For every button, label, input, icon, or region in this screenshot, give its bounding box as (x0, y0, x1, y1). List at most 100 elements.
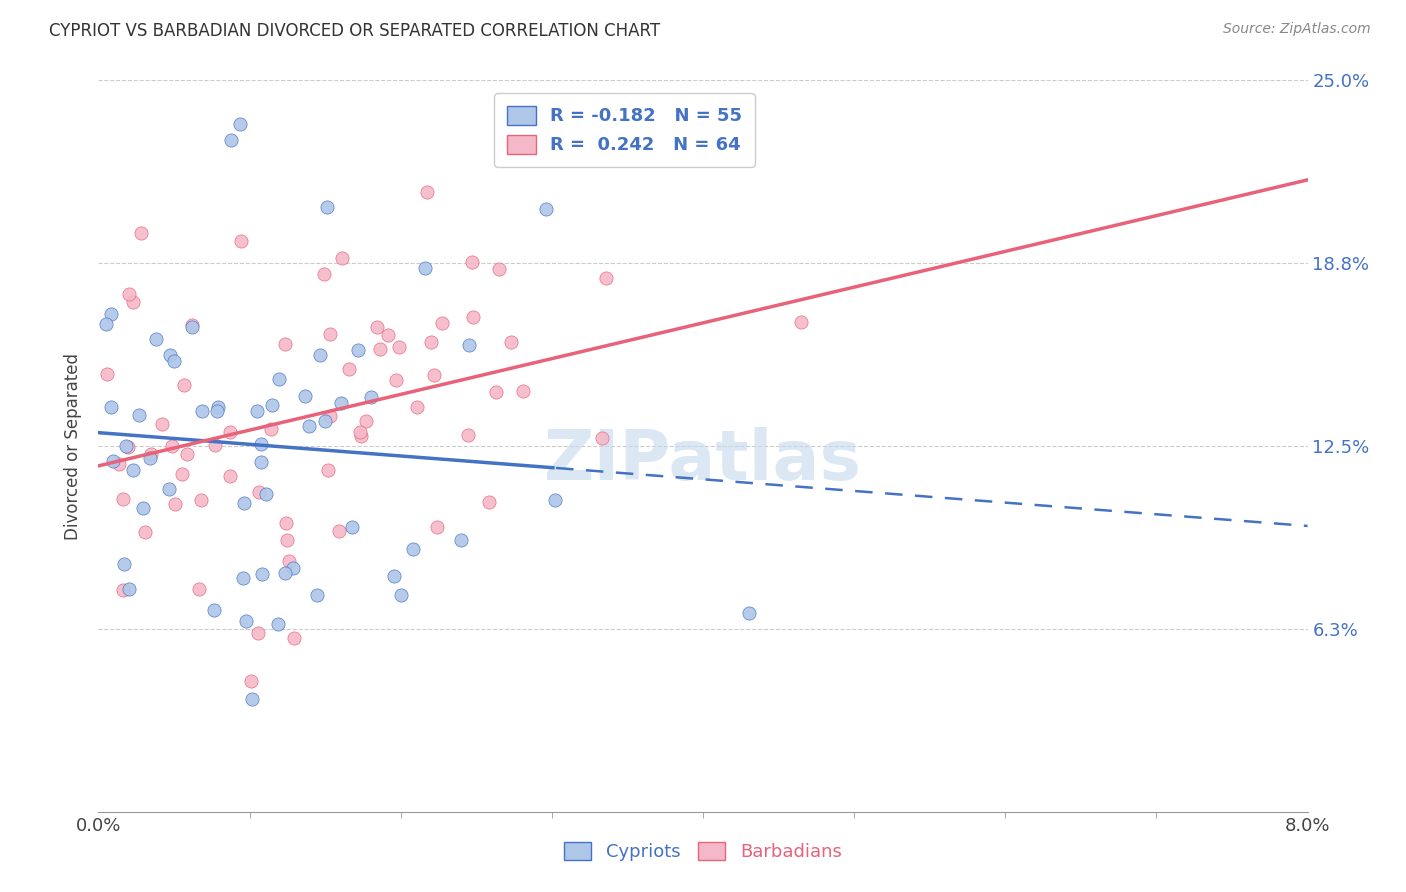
Point (366, 319, 388, 334)
Point (450, 533, 472, 547)
Point (163, 353, 186, 368)
Point (349, 425, 371, 440)
Point (180, 318, 202, 332)
Point (118, 287, 141, 301)
Point (117, 440, 139, 454)
Point (129, 226, 152, 240)
Legend: Cypriots, Barbadians: Cypriots, Barbadians (557, 835, 849, 869)
Point (139, 446, 162, 460)
Point (463, 310, 485, 324)
Point (382, 569, 405, 583)
Point (94, 318, 117, 332)
Point (232, 496, 254, 510)
Point (273, 566, 295, 580)
Point (543, 492, 565, 507)
Point (385, 373, 408, 387)
Point (274, 516, 297, 530)
Point (260, 422, 283, 436)
Point (340, 519, 363, 533)
Point (457, 427, 479, 442)
Point (204, 438, 226, 452)
Point (307, 588, 329, 602)
Point (150, 417, 173, 431)
Point (229, 117, 252, 131)
Point (416, 185, 439, 199)
Point (219, 468, 242, 483)
Point (190, 493, 212, 508)
Point (319, 409, 342, 423)
Point (205, 404, 228, 418)
Point (250, 455, 273, 469)
Point (118, 582, 141, 596)
Point (512, 384, 534, 399)
Point (309, 348, 332, 362)
Point (159, 348, 181, 362)
Point (163, 497, 186, 511)
Point (389, 588, 412, 602)
Point (131, 500, 153, 515)
Point (415, 260, 437, 275)
Point (176, 447, 198, 461)
Point (461, 254, 484, 268)
Point (101, 453, 124, 467)
Point (329, 396, 352, 410)
Point (160, 439, 183, 453)
Point (350, 429, 373, 443)
Point (245, 404, 267, 418)
Point (499, 334, 522, 349)
Point (312, 267, 335, 281)
Point (247, 485, 270, 500)
Point (298, 419, 321, 434)
Point (406, 401, 429, 415)
Point (316, 200, 339, 214)
Point (360, 390, 382, 404)
Point (202, 603, 225, 617)
Point (180, 319, 202, 334)
Point (235, 614, 257, 628)
Point (488, 262, 510, 277)
Point (277, 554, 299, 568)
Point (229, 234, 252, 248)
Point (260, 398, 283, 412)
Point (187, 582, 209, 596)
Text: CYPRIOT VS BARBADIAN DIVORCED OR SEPARATED CORRELATION CHART: CYPRIOT VS BARBADIAN DIVORCED OR SEPARAT… (49, 22, 661, 40)
Point (423, 368, 446, 383)
Point (232, 571, 254, 585)
Point (252, 567, 274, 582)
Point (128, 409, 150, 423)
Point (276, 533, 298, 548)
Point (354, 414, 377, 428)
Point (283, 560, 305, 574)
Point (402, 541, 425, 556)
Point (115, 439, 138, 453)
Point (269, 372, 291, 386)
Point (240, 692, 263, 706)
Point (738, 606, 761, 620)
Point (173, 377, 195, 392)
Point (134, 524, 156, 539)
Point (100, 401, 122, 415)
Point (314, 414, 336, 428)
Point (426, 520, 449, 534)
Point (430, 317, 453, 331)
Point (368, 342, 391, 356)
Point (239, 674, 262, 689)
Point (219, 425, 242, 440)
Point (328, 524, 350, 538)
Point (111, 491, 134, 506)
Point (534, 202, 557, 216)
Point (219, 133, 242, 147)
Point (108, 457, 131, 471)
Point (337, 361, 360, 376)
Point (274, 336, 297, 351)
Point (595, 271, 617, 285)
Point (377, 327, 399, 342)
Point (256, 487, 278, 501)
Point (388, 340, 411, 354)
Point (332, 251, 354, 265)
Point (249, 436, 271, 450)
Point (485, 384, 508, 399)
Text: ZIPatlas: ZIPatlas (544, 427, 862, 494)
Point (96, 367, 118, 381)
Point (347, 343, 370, 358)
